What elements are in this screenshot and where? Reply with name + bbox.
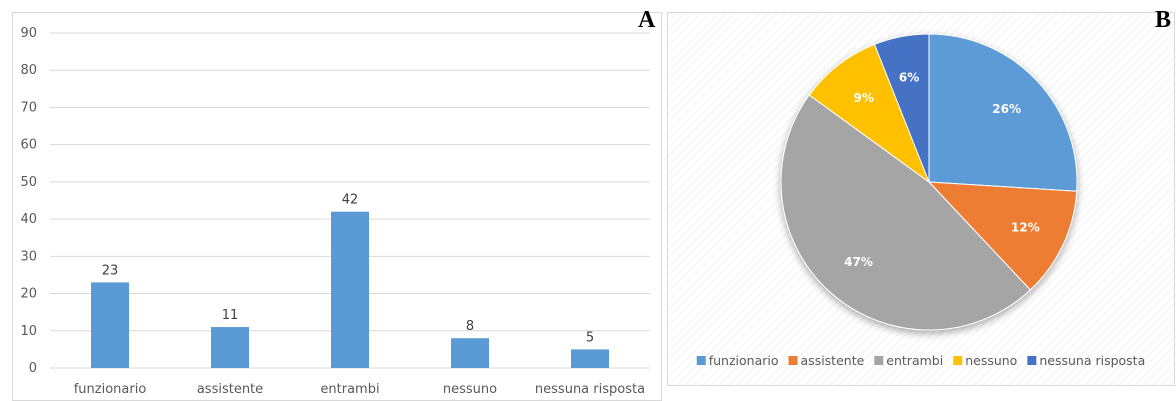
y-tick-label: 0: [29, 361, 37, 376]
legend-label: assistente: [801, 353, 865, 368]
pie-slice-nessuna-risposta: [873, 33, 930, 183]
y-tick-label: 30: [20, 249, 37, 264]
bar-data-label: 23: [102, 263, 119, 278]
legend-label: nessuno: [965, 353, 1017, 368]
pie-chart: 26% 12% 47% 9% 6% funzionario assistente entra…: [667, 12, 1175, 386]
bar-chart: 0 10 20 30 40 50 60 70 80 90 23 11 42 8 5 funzionario…: [12, 12, 662, 401]
bar-data-label: 42: [342, 193, 359, 208]
y-tick-label: 90: [20, 26, 37, 41]
y-tick-label: 80: [20, 63, 37, 78]
legend-swatch: [874, 356, 884, 365]
legend-label: funzionario: [709, 353, 779, 368]
pie-data-label: 26%: [992, 102, 1021, 116]
pie-data-label: 6%: [899, 70, 919, 84]
x-tick-label: assistente: [197, 382, 263, 397]
legend-label: nessuna risposta: [1039, 353, 1145, 368]
y-tick-label: 10: [20, 324, 37, 339]
legend-swatch: [953, 356, 963, 365]
bar-data-label: 8: [466, 319, 474, 334]
pie-data-label: 12%: [1011, 220, 1040, 234]
y-tick-label: 40: [20, 212, 37, 227]
bar-data-label: 5: [586, 330, 594, 345]
panel-label-a: A: [638, 7, 656, 33]
x-tick-label: funzionario: [74, 382, 147, 397]
bar-nessuno: [451, 338, 489, 368]
bar-funzionario: [91, 282, 129, 368]
legend-label: entrambi: [886, 353, 943, 368]
pie-slice-assistente: [927, 181, 1078, 291]
x-tick-label: nessuno: [443, 382, 497, 397]
bar-assistente: [211, 327, 249, 368]
pie-slice-entrambi: [780, 94, 1032, 331]
y-tick-label: 50: [20, 175, 37, 190]
pie-slice-funzionario: [928, 33, 1078, 192]
pie-data-label: 47%: [844, 255, 873, 269]
y-tick-label: 20: [20, 287, 37, 302]
panel-label-b: B: [1155, 7, 1172, 33]
y-tick-label: 60: [20, 138, 37, 153]
bar-nessuna-risposta: [571, 349, 609, 368]
bar-data-label: 11: [222, 308, 239, 323]
bar-entrambi: [331, 211, 369, 368]
x-tick-label: entrambi: [320, 382, 379, 397]
legend-swatch: [696, 356, 706, 365]
y-tick-label: 70: [20, 100, 37, 115]
legend-swatch: [788, 356, 798, 365]
pie-data-label: 9%: [854, 91, 874, 105]
x-tick-label: nessuna risposta: [535, 382, 645, 397]
pie-slice-nessuno: [808, 43, 931, 184]
legend-swatch: [1027, 356, 1037, 365]
